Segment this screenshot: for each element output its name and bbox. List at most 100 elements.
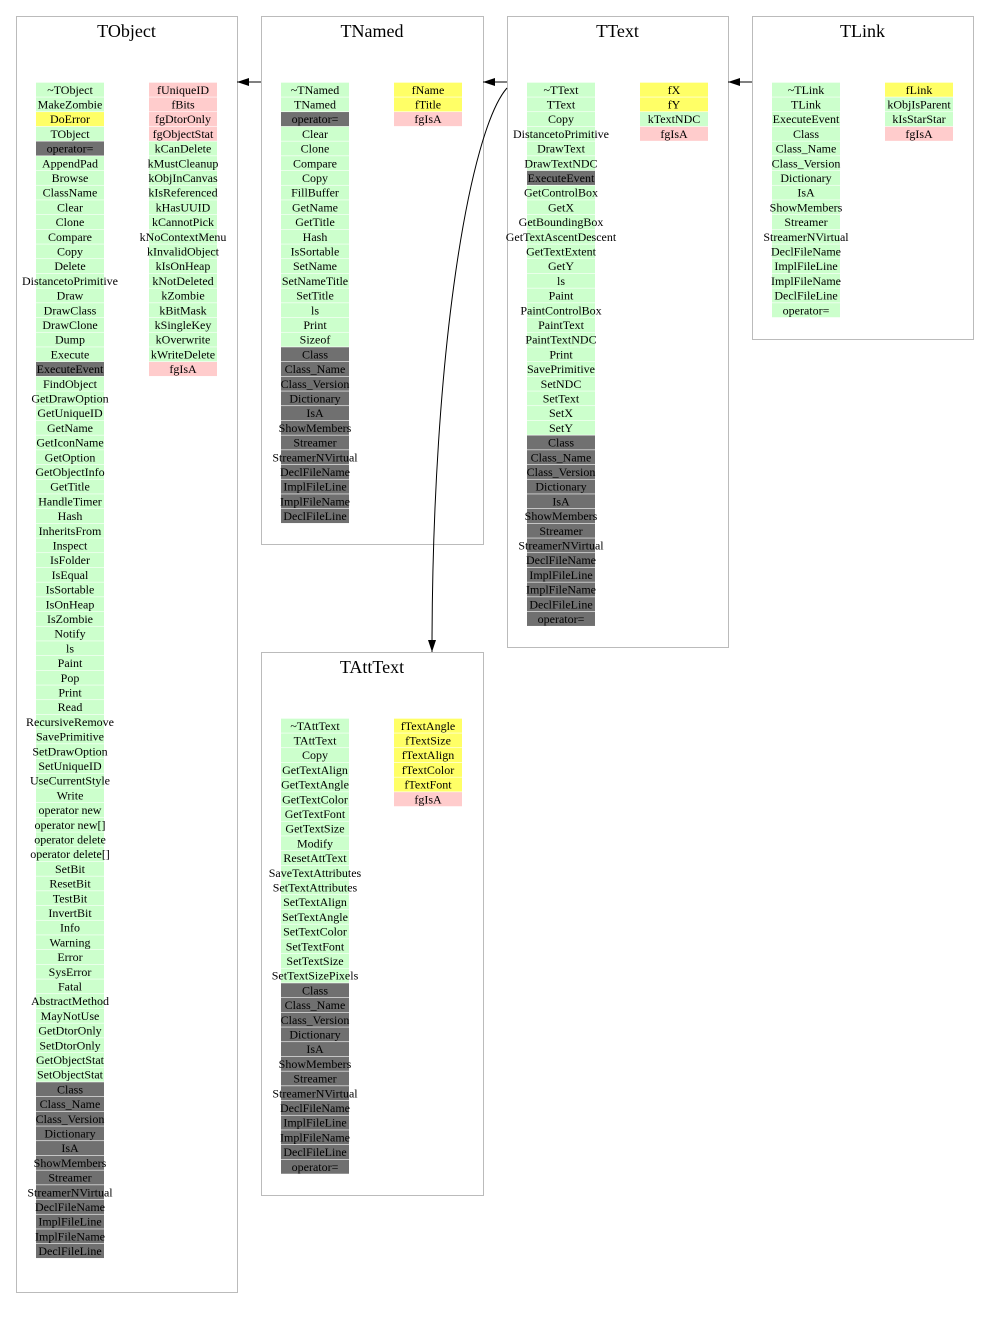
member-cell (885, 112, 953, 127)
method-name: TText (547, 97, 576, 111)
method-cell (281, 494, 349, 509)
method-cell (281, 347, 349, 362)
method-name: Class_Name (531, 450, 592, 464)
method-name: Delete (54, 259, 85, 273)
method-cell (527, 567, 595, 582)
method-name: DeclFileLine (283, 1145, 346, 1159)
method-name: Paint (58, 656, 83, 670)
member-cell (149, 126, 217, 141)
method-name: Class_Version (281, 377, 350, 391)
method-cell (36, 1185, 104, 1200)
method-cell (36, 758, 104, 773)
method-name: TLink (791, 97, 821, 111)
method-cell (281, 997, 349, 1013)
method-name: GetTextFont (285, 807, 346, 821)
member-name: fgIsA (905, 127, 933, 141)
member-cell (394, 733, 462, 748)
method-name: MayNotUse (41, 1009, 100, 1023)
method-cell (36, 508, 104, 524)
class-title: TNamed (341, 21, 404, 41)
method-name: GetDrawOption (31, 391, 108, 405)
method-cell (527, 141, 595, 156)
member-cell (149, 303, 217, 318)
member-name: kSingleKey (155, 318, 212, 332)
method-name: SetDtorOnly (39, 1038, 100, 1052)
method-name: Clone (301, 142, 330, 156)
method-cell (281, 288, 349, 303)
method-cell (772, 244, 840, 259)
method-name: Class (793, 127, 819, 141)
member-cell (394, 777, 462, 792)
method-cell (36, 97, 104, 112)
method-cell (36, 1170, 104, 1185)
method-cell (36, 979, 104, 994)
method-name: Copy (57, 244, 83, 258)
method-cell (772, 156, 840, 171)
method-cell (281, 376, 349, 391)
member-name: fgIsA (169, 362, 197, 376)
method-cell (281, 303, 349, 318)
method-cell (36, 1199, 104, 1214)
method-cell (281, 317, 349, 332)
method-cell (281, 733, 349, 748)
method-name: Error (57, 950, 82, 964)
member-cell (640, 97, 708, 112)
method-name: operator new (39, 803, 102, 817)
method-name: DrawClone (42, 318, 97, 332)
member-name: fTextSize (405, 733, 451, 747)
method-name: ResetBit (49, 877, 91, 891)
member-cell (149, 156, 217, 171)
method-cell (281, 792, 349, 807)
method-cell (281, 1027, 349, 1042)
method-cell (36, 273, 104, 288)
member-cell (149, 97, 217, 112)
method-name: StreamerNVirtual (518, 538, 604, 552)
method-name: InheritsFrom (39, 524, 102, 538)
method-name: ExecuteEvent (528, 171, 595, 185)
method-cell (36, 450, 104, 465)
method-name: Class_Name (285, 998, 346, 1012)
method-cell (281, 420, 349, 435)
method-name: IsA (797, 186, 815, 200)
method-cell (36, 788, 104, 803)
member-name: fgIsA (660, 127, 688, 141)
method-name: GetObjectInfo (35, 465, 104, 479)
method-cell (281, 1086, 349, 1101)
method-cell (527, 317, 595, 332)
method-cell (527, 112, 595, 127)
method-cell (36, 332, 104, 347)
member-cell (149, 259, 217, 274)
method-cell (772, 141, 840, 156)
method-name: GetOption (45, 450, 96, 464)
method-name: Copy (302, 748, 328, 762)
member-cell (149, 229, 217, 244)
method-cell (36, 685, 104, 700)
method-name: ExecuteEvent (773, 112, 840, 126)
method-name: IsEqual (52, 568, 89, 582)
method-cell (36, 214, 104, 230)
method-name: SetUniqueID (38, 759, 102, 773)
method-name: SetName (293, 259, 337, 273)
method-name: operator= (783, 303, 830, 317)
method-cell (772, 303, 840, 318)
method-name: Read (58, 700, 83, 714)
method-name: operator= (292, 112, 339, 126)
member-name: fLink (906, 83, 933, 97)
method-name: IsA (552, 494, 570, 508)
method-cell (36, 112, 104, 127)
method-name: DeclFileName (35, 1200, 105, 1214)
method-cell (281, 229, 349, 244)
method-cell (281, 1115, 349, 1130)
method-cell (281, 214, 349, 230)
method-name: Dictionary (535, 480, 586, 494)
method-name: Draw (57, 289, 84, 303)
method-cell (281, 1042, 349, 1057)
method-cell (281, 777, 349, 792)
method-name: operator delete[] (30, 847, 110, 861)
method-name: Hash (303, 230, 328, 244)
method-cell (36, 1023, 104, 1038)
method-name: ImplFileName (526, 583, 596, 597)
method-name: Clear (57, 200, 83, 214)
method-cell (36, 259, 104, 274)
method-name: DeclFileName (771, 244, 841, 258)
